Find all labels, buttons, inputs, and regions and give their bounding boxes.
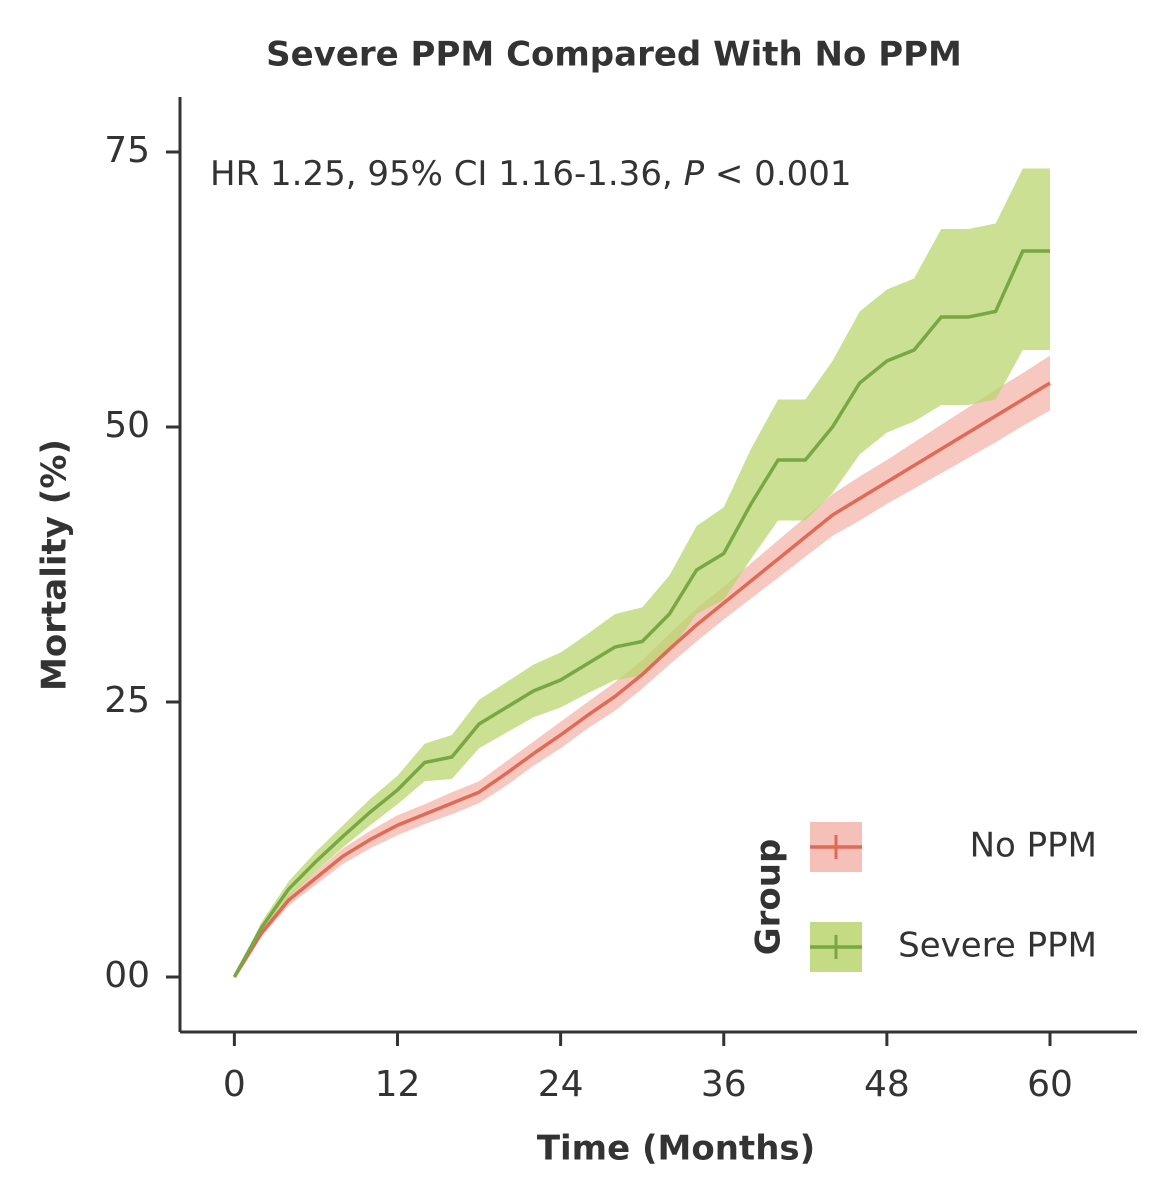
x-tick-label: 48 bbox=[864, 1064, 910, 1105]
x-tick-label: 0 bbox=[223, 1064, 246, 1105]
series-line bbox=[232, 381, 1051, 978]
x-tick-label: 24 bbox=[538, 1064, 584, 1105]
ci-band bbox=[234, 168, 1050, 977]
x-tick-label: 36 bbox=[701, 1064, 747, 1105]
series-line bbox=[232, 249, 1050, 978]
y-tick-label: 25 bbox=[104, 680, 150, 721]
legend-label: Severe PPM bbox=[898, 926, 1097, 966]
annotation-part: < 0.001 bbox=[704, 154, 851, 194]
x-tick-label: 60 bbox=[1027, 1064, 1073, 1105]
annotation-part: P bbox=[684, 154, 705, 194]
y-axis-label: Mortality (%) bbox=[35, 439, 75, 691]
y-tick-label: 50 bbox=[104, 405, 150, 446]
legend-title: Group bbox=[749, 839, 789, 956]
y-tick-label: 75 bbox=[104, 130, 150, 171]
annotation: HR 1.25, 95% CI 1.16-1.36, P < 0.001 bbox=[210, 154, 852, 194]
x-tick-label: 12 bbox=[375, 1064, 421, 1105]
x-axis-label: Time (Months) bbox=[537, 1129, 815, 1169]
annotation-part: HR 1.25, 95% CI 1.16-1.36, bbox=[210, 154, 684, 194]
chart-title: Severe PPM Compared With No PPM bbox=[266, 35, 962, 75]
legend-label: No PPM bbox=[970, 826, 1097, 866]
y-tick-label: 00 bbox=[104, 955, 150, 996]
